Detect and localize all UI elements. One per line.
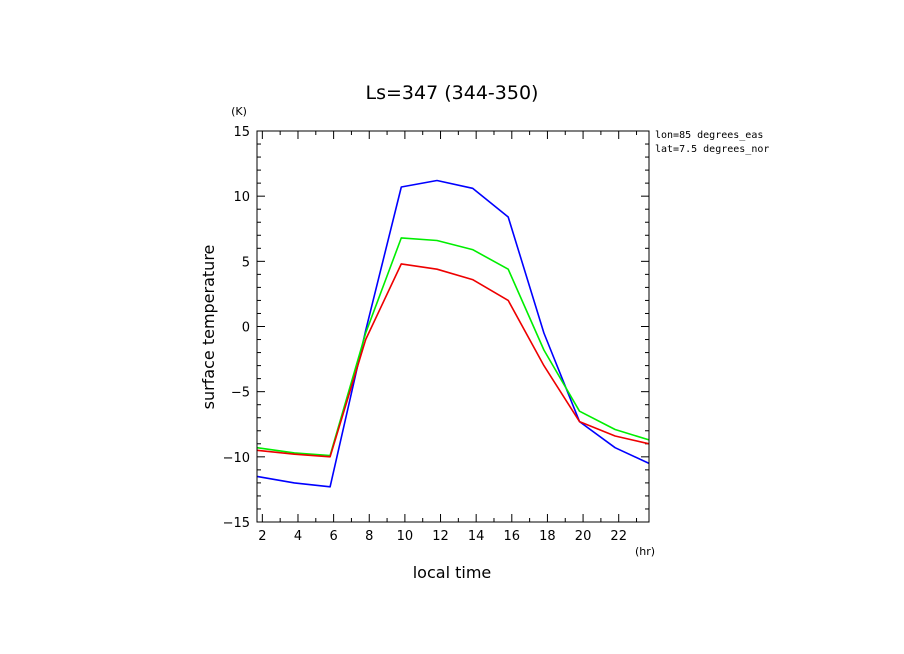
x-tick-label: 20	[575, 529, 592, 544]
x-tick-label: 2	[258, 529, 266, 544]
axis-ticks	[257, 130, 649, 523]
tick-labels: 2 4 6 8 10 12 14 16 18 20 22 −15 −10 −5 0 5 10 15	[223, 125, 627, 544]
y-tick-label: −5	[231, 386, 250, 401]
y-tick-label: 5	[242, 255, 250, 270]
x-axis-unit: (hr)	[635, 545, 655, 558]
chart-title: Ls=347 (344-350)	[366, 82, 539, 104]
series-line-0	[256, 179, 650, 488]
x-tick-label: 18	[539, 529, 556, 544]
y-tick-label: 0	[242, 321, 250, 336]
series-line-2	[256, 263, 650, 458]
x-axis-label: local time	[413, 563, 492, 582]
y-tick-label: 10	[233, 190, 250, 205]
x-tick-label: 6	[329, 529, 337, 544]
annotation-lon: lon=85 degrees_eas	[655, 130, 763, 141]
x-tick-label: 16	[504, 529, 521, 544]
x-tick-label: 8	[365, 529, 373, 544]
series-line-1	[256, 237, 650, 457]
x-tick-label: 12	[432, 529, 449, 544]
x-tick-label: 22	[610, 529, 627, 544]
annotation-lat: lat=7.5 degrees_nor	[655, 144, 769, 155]
series-lines	[256, 179, 650, 488]
x-tick-label: 14	[468, 529, 485, 544]
y-tick-label: −10	[223, 451, 250, 466]
x-tick-label: 10	[397, 529, 414, 544]
y-axis-label: surface temperature	[199, 245, 218, 410]
y-tick-label: 15	[233, 125, 250, 140]
y-axis-unit: (K)	[231, 105, 247, 118]
y-tick-label: −15	[223, 516, 250, 531]
plot-frame	[256, 130, 650, 523]
x-tick-label: 4	[294, 529, 302, 544]
